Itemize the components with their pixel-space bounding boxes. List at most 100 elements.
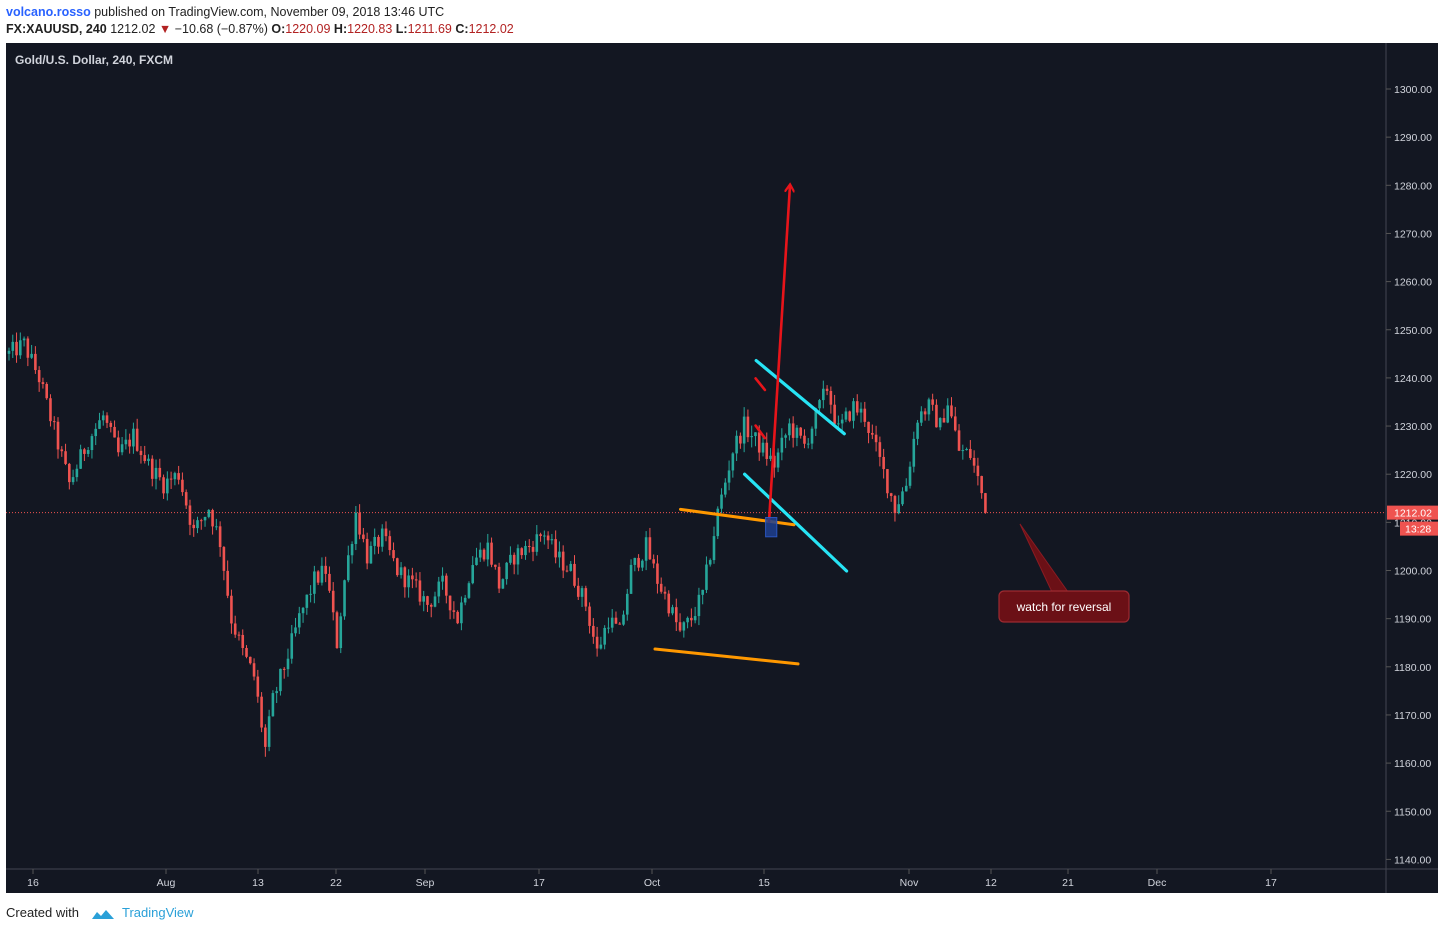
candle-body (554, 539, 557, 558)
candle-body (396, 558, 399, 576)
candle-body (697, 594, 701, 617)
candle-body (923, 411, 927, 415)
candle-body (720, 494, 723, 509)
candle-body (154, 467, 158, 479)
candle-body (305, 594, 309, 608)
candle-body (765, 442, 769, 459)
candle-body (686, 617, 689, 623)
candle-body (117, 437, 120, 453)
candle-body (177, 473, 180, 480)
high-value: 1220.83 (347, 22, 393, 36)
candle-body (222, 547, 226, 571)
candle-body (339, 616, 343, 649)
candle-body (622, 614, 625, 625)
candle-body (829, 390, 833, 405)
candle-body (286, 658, 290, 670)
candle-body (294, 627, 297, 634)
author-link[interactable]: volcano.rosso (6, 5, 91, 19)
candle-body (659, 583, 663, 592)
candle-body (867, 421, 870, 433)
candle-body (773, 455, 776, 468)
candle-body (822, 388, 825, 401)
candle-body (569, 563, 573, 571)
y-tick-label: 1150.00 (1394, 806, 1431, 818)
close-label: C: (455, 22, 469, 36)
candle-body (724, 482, 727, 495)
candle-body (607, 627, 610, 629)
candle-body (147, 458, 150, 462)
tradingview-link[interactable]: TradingView (122, 905, 194, 920)
candle-body (588, 606, 591, 626)
candle-body (550, 539, 554, 541)
candle-body (414, 579, 418, 581)
candle-body (893, 496, 897, 514)
candle-body (245, 647, 248, 657)
candle-body (267, 716, 271, 747)
candle-body (463, 597, 467, 603)
candle-body (874, 434, 878, 443)
candle-body (56, 421, 60, 450)
symbol-label: FX:XAUUSD, 240 (6, 22, 107, 36)
callout-text: watch for reversal (1016, 600, 1112, 614)
candle-body (580, 588, 584, 597)
candle-body (863, 408, 867, 422)
last-price: 1212.02 (110, 22, 156, 36)
candle-body (674, 607, 678, 623)
candle-body (316, 571, 320, 583)
candle-body (935, 404, 938, 428)
candle-body (248, 656, 252, 664)
candle-body (7, 350, 11, 354)
candle-body (950, 405, 953, 417)
candle-body (633, 557, 637, 565)
candle-body (754, 432, 757, 437)
candle-body (90, 436, 94, 451)
candle-body (494, 564, 497, 567)
candle-body (64, 451, 67, 464)
candle-body (418, 580, 422, 602)
candle-body (886, 469, 889, 494)
candle-body (301, 607, 305, 614)
candle-body (135, 428, 139, 451)
reversal-zone (765, 517, 778, 538)
candle-body (682, 622, 686, 631)
candle-body (203, 516, 207, 521)
candle-body (969, 448, 972, 458)
callout-box (998, 590, 1130, 623)
candle-body (972, 457, 976, 466)
candle-body (527, 545, 531, 547)
candle-body (98, 420, 101, 429)
candle-body (901, 491, 904, 505)
candle-body (678, 622, 682, 631)
candle-body (980, 476, 983, 494)
candle-body (833, 404, 836, 424)
publish-header: volcano.rosso published on TradingView.c… (6, 4, 514, 38)
candle-body (524, 545, 527, 556)
candle-body (953, 416, 957, 431)
close-value: 1212.02 (468, 22, 514, 36)
candle-body (814, 408, 818, 429)
candle-body (37, 370, 41, 383)
candle-body (889, 493, 893, 497)
candle-body (625, 593, 629, 615)
time-axis[interactable]: 16 Aug 13 22 Sep 17 Oct 15 Nov 12 21 Dec 17 (27, 869, 1277, 889)
candle-body (705, 564, 708, 590)
candle-body (780, 437, 784, 453)
candle-body (45, 384, 48, 399)
candle-body (184, 492, 188, 506)
candle-body (482, 549, 486, 560)
candle-body (456, 611, 459, 624)
last-price-badge-text: 1212.02 (1394, 508, 1432, 520)
candle-body (871, 432, 874, 435)
candle-body (844, 411, 848, 420)
candle-body (656, 563, 659, 584)
candle-body (576, 585, 580, 597)
candle-body (460, 602, 463, 624)
price-axis[interactable]: 1300.00 1290.00 1280.00 1270.00 1260.00 1250.… (1386, 84, 1432, 866)
countdown-badge-text: 13:28 (1405, 524, 1431, 536)
candle-body (169, 478, 173, 480)
candle-body (215, 526, 218, 528)
candle-body (690, 617, 693, 621)
low-label: L: (395, 22, 408, 36)
candle-body (373, 536, 376, 546)
